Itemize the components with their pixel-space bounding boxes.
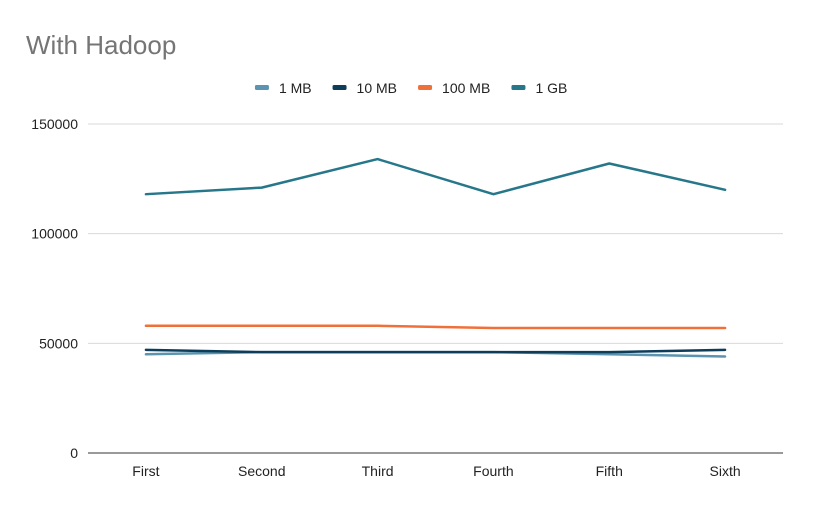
y-tick-label: 0 bbox=[70, 445, 78, 461]
legend-swatch bbox=[333, 85, 347, 90]
x-tick-label: Fourth bbox=[473, 463, 513, 479]
series-line bbox=[146, 350, 725, 352]
x-tick-label: First bbox=[132, 463, 159, 479]
legend-swatch bbox=[255, 85, 269, 90]
x-tick-label: Sixth bbox=[710, 463, 741, 479]
axes: 0 50000 100000 150000 First Second Third Fourth… bbox=[31, 116, 783, 479]
y-tick-label: 50000 bbox=[39, 335, 78, 351]
gridlines bbox=[88, 124, 783, 343]
legend-label: 10 MB bbox=[357, 80, 397, 96]
legend-label: 1 MB bbox=[279, 80, 312, 96]
legend-label: 1 GB bbox=[535, 80, 567, 96]
legend-swatch bbox=[418, 85, 432, 90]
x-tick-label: Fifth bbox=[596, 463, 623, 479]
legend: 1 MB 10 MB 100 MB 1 GB bbox=[255, 80, 567, 96]
x-tick-label: Third bbox=[362, 463, 394, 479]
series-lines bbox=[146, 159, 725, 356]
series-line bbox=[146, 159, 725, 194]
x-tick-label: Second bbox=[238, 463, 285, 479]
y-tick-label: 150000 bbox=[31, 116, 78, 132]
legend-label: 100 MB bbox=[442, 80, 490, 96]
legend-swatch bbox=[511, 85, 525, 90]
y-tick-label: 100000 bbox=[31, 226, 78, 242]
series-line bbox=[146, 326, 725, 328]
